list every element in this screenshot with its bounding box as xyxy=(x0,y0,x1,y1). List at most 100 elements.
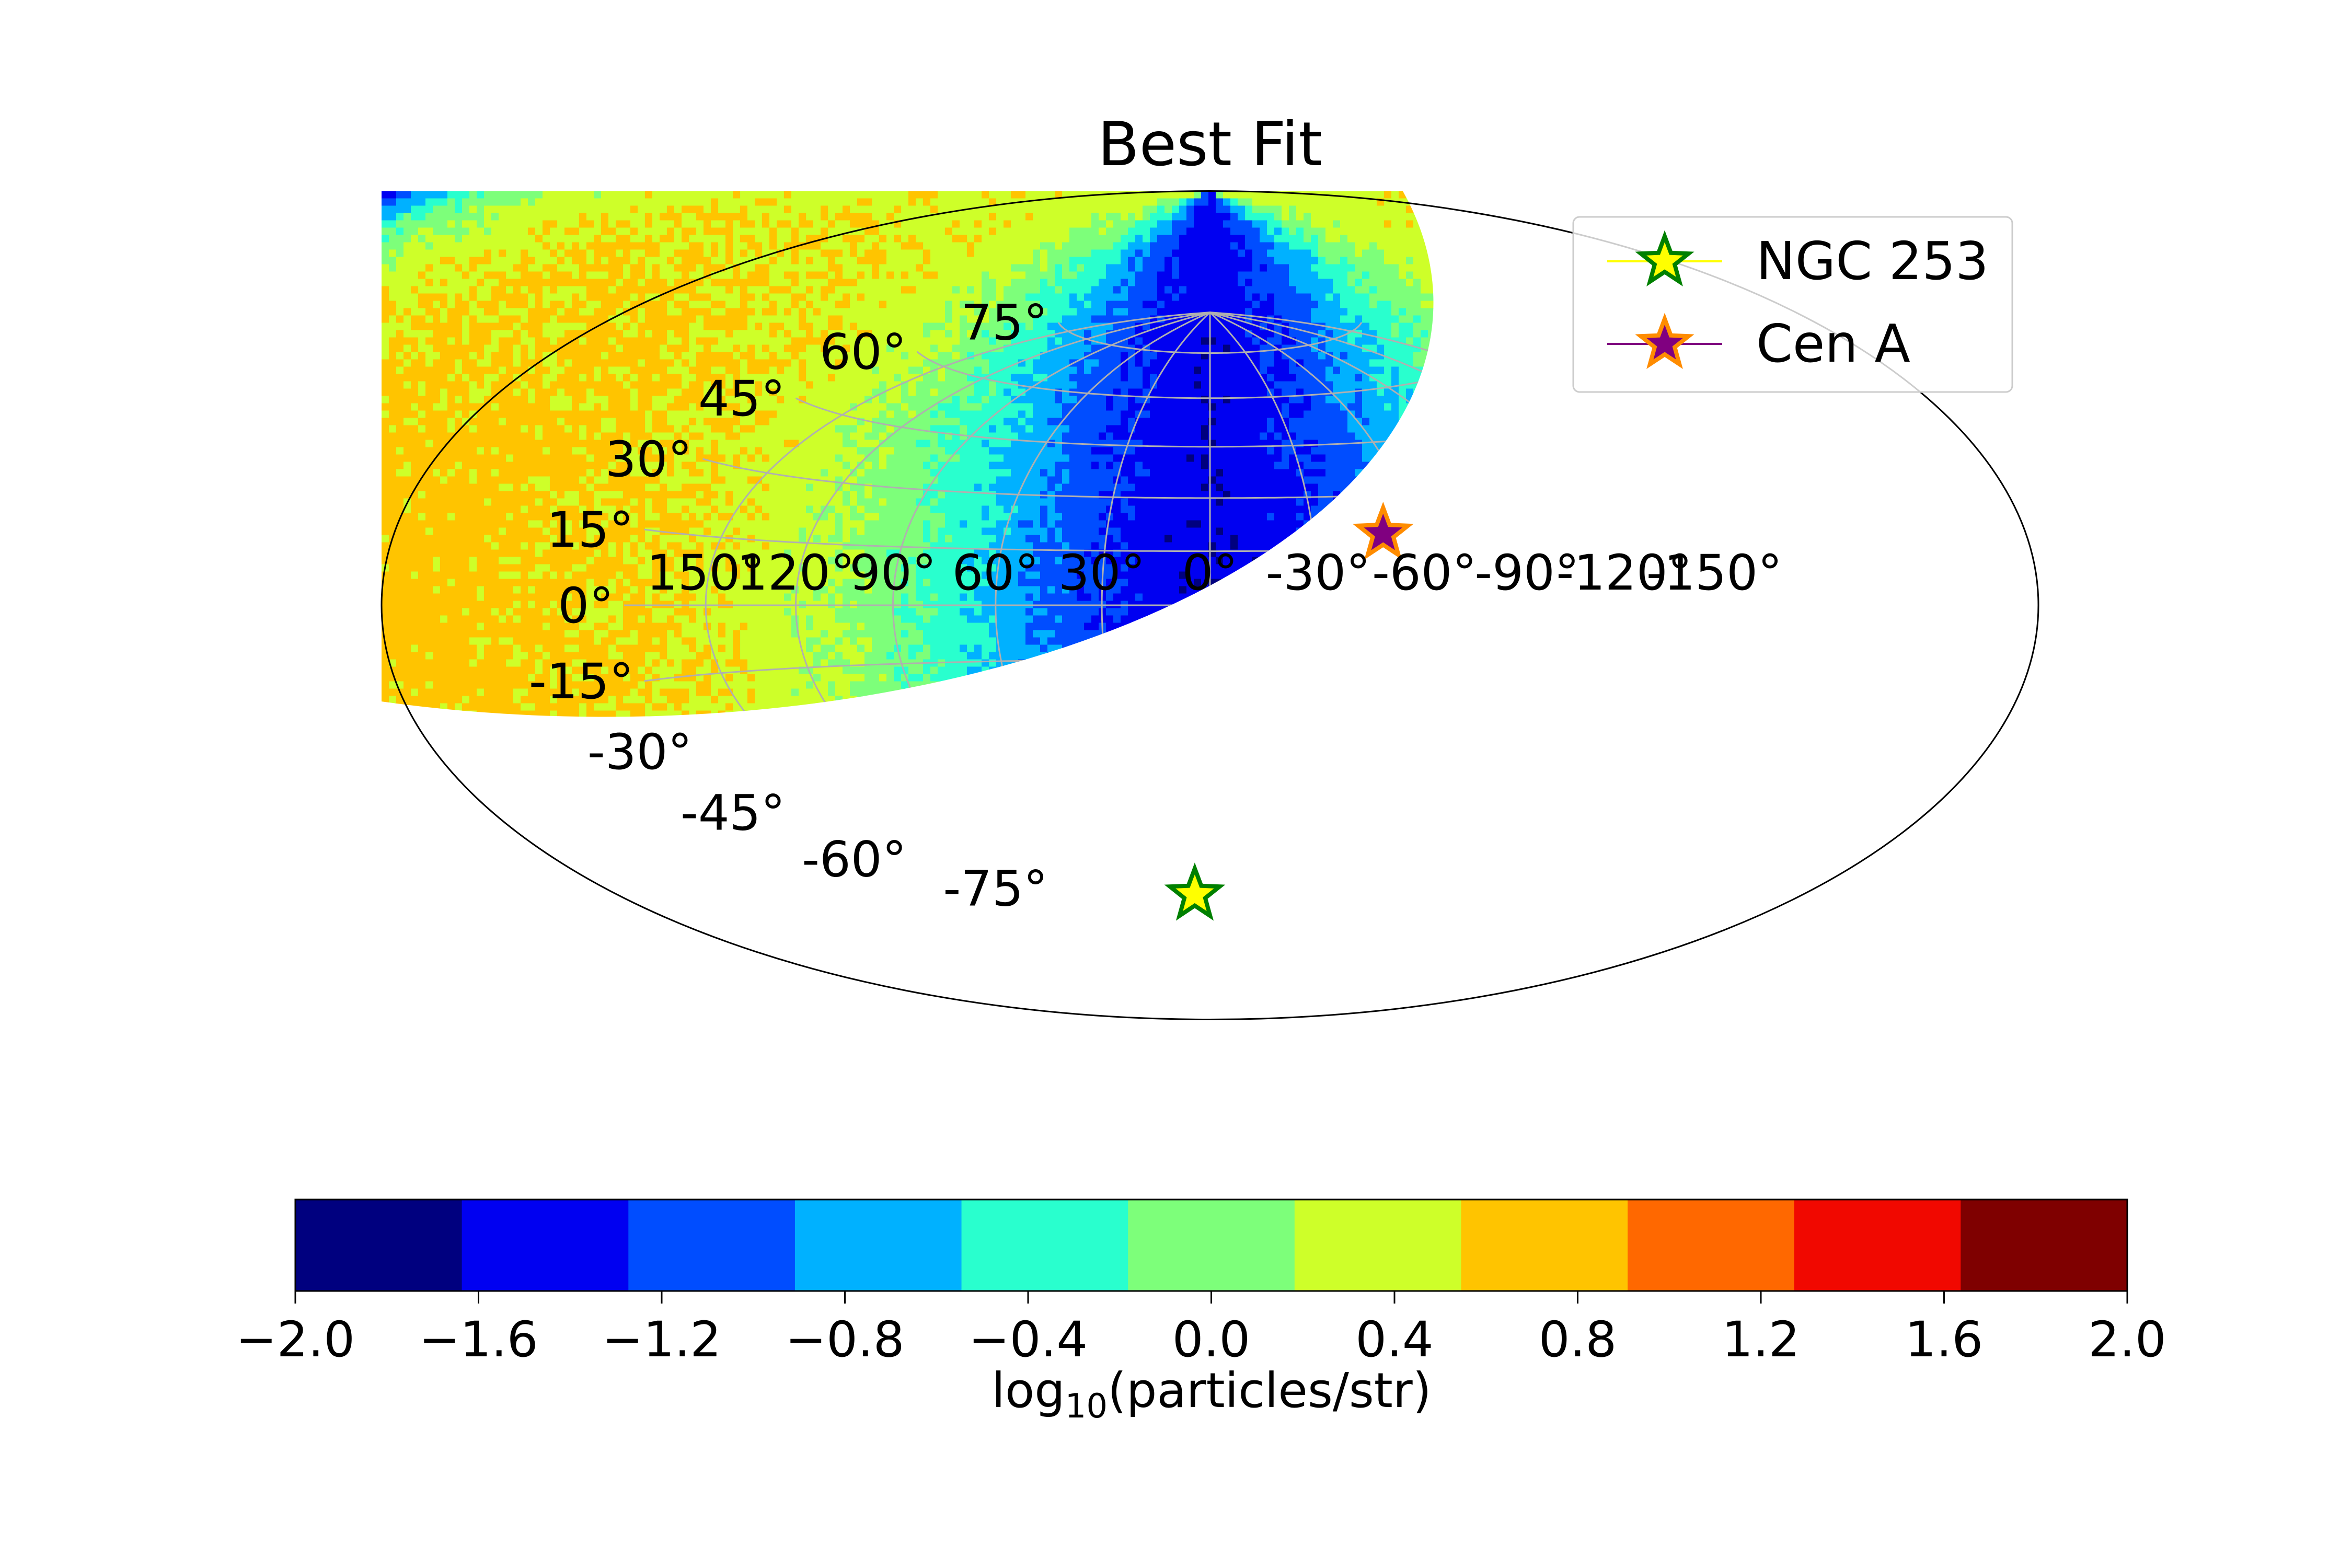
heatmap-cell xyxy=(1091,249,1121,258)
heatmap-cell xyxy=(755,235,770,243)
heatmap-cell xyxy=(1399,630,1434,638)
heatmap-cell xyxy=(535,337,550,345)
heatmap-cell xyxy=(711,476,726,485)
heatmap-cell xyxy=(806,483,814,492)
heatmap-cell xyxy=(1340,257,1348,265)
heatmap-cell xyxy=(674,249,704,258)
heatmap-cell xyxy=(1706,206,1714,214)
heatmap-cell xyxy=(608,601,624,609)
heatmap-cell xyxy=(1743,623,1750,631)
heatmap-cell xyxy=(1596,499,1655,506)
heatmap-cell xyxy=(857,491,865,499)
heatmap-cell xyxy=(1113,652,1304,660)
heatmap-cell xyxy=(1538,403,1546,411)
heatmap-cell xyxy=(2035,389,2039,397)
heatmap-cell xyxy=(733,235,741,243)
heatmap-cell xyxy=(1472,250,1516,258)
heatmap-cell xyxy=(945,322,960,331)
heatmap-cell xyxy=(857,644,865,653)
heatmap-cell xyxy=(835,564,843,572)
heatmap-cell xyxy=(462,396,470,404)
heatmap-cell xyxy=(1947,550,1955,558)
heatmap-cell xyxy=(543,271,550,280)
heatmap-cell xyxy=(1494,506,1502,514)
heatmap-cell xyxy=(1274,447,1282,455)
heatmap-cell xyxy=(638,440,660,448)
heatmap-cell xyxy=(1706,616,1714,624)
heatmap-cell xyxy=(1479,484,1487,492)
heatmap-cell xyxy=(594,366,602,375)
heatmap-cell xyxy=(1816,455,1824,463)
heatmap-cell xyxy=(623,608,653,616)
heatmap-cell xyxy=(850,220,880,228)
heatmap-cell xyxy=(440,301,448,309)
heatmap-cell xyxy=(440,257,455,265)
heatmap-cell xyxy=(389,535,485,543)
heatmap-cell xyxy=(477,593,485,602)
heatmap-cell xyxy=(630,322,638,331)
heatmap-cell xyxy=(843,344,850,353)
heatmap-cell xyxy=(1128,337,1136,345)
heatmap-cell xyxy=(689,330,726,338)
heatmap-cell xyxy=(689,579,828,587)
heatmap-cell xyxy=(1472,360,1480,367)
heatmap-cell xyxy=(1911,418,1933,426)
heatmap-cell xyxy=(652,191,733,199)
heatmap-cell xyxy=(1677,499,1685,506)
heatmap-cell xyxy=(667,659,675,667)
heatmap-cell xyxy=(1252,557,1260,565)
heatmap-cell xyxy=(1867,638,1904,645)
heatmap-cell xyxy=(1289,205,1297,214)
heatmap-cell xyxy=(930,535,938,543)
heatmap-cell xyxy=(1955,550,2014,558)
heatmap-cell xyxy=(1955,396,1985,404)
heatmap-cell xyxy=(557,571,565,580)
heatmap-cell xyxy=(396,425,419,433)
heatmap-cell xyxy=(418,571,499,580)
heatmap-cell xyxy=(1355,498,1363,506)
heatmap-cell xyxy=(1223,557,1253,565)
heatmap-cell xyxy=(1047,535,1055,543)
heatmap-cell xyxy=(1113,644,1194,653)
heatmap-cell xyxy=(1055,520,1106,528)
heatmap-cell xyxy=(652,564,675,572)
heatmap-cell xyxy=(1091,557,1099,565)
heatmap-cell xyxy=(608,579,616,587)
heatmap-cell xyxy=(1238,242,1246,250)
heatmap-cell xyxy=(1106,535,1114,543)
heatmap-cell xyxy=(1735,638,1743,645)
heatmap-cell xyxy=(982,271,989,280)
heatmap-cell xyxy=(1428,447,1434,455)
heatmap-cell xyxy=(440,396,448,404)
heatmap-cell xyxy=(382,388,419,397)
heatmap-cell xyxy=(469,337,492,345)
heatmap-cell xyxy=(1750,469,1758,477)
heatmap-cell xyxy=(594,549,602,558)
heatmap-cell xyxy=(469,322,514,331)
heatmap-cell xyxy=(1355,279,1363,287)
heatmap-cell xyxy=(1033,359,1070,367)
heatmap-cell xyxy=(521,352,528,360)
heatmap-cell xyxy=(1040,257,1048,265)
heatmap-cell xyxy=(1494,374,1524,382)
heatmap-cell xyxy=(777,235,792,243)
heatmap-cell xyxy=(1135,220,1158,228)
heatmap-cell xyxy=(1808,535,1816,543)
heatmap-cell xyxy=(1179,286,1187,294)
heatmap-cell xyxy=(718,337,792,345)
heatmap-cell xyxy=(1772,623,1794,631)
heatmap-cell xyxy=(638,535,645,543)
heatmap-cell xyxy=(667,366,689,375)
heatmap-cell xyxy=(1084,366,1092,375)
heatmap-cell xyxy=(557,374,580,382)
heatmap-cell xyxy=(850,469,858,477)
heatmap-cell xyxy=(1860,535,1875,543)
heatmap-cell xyxy=(1062,615,1092,624)
heatmap-cell xyxy=(594,601,609,609)
heatmap-cell xyxy=(1757,447,1772,455)
heatmap-cell xyxy=(2035,191,2039,199)
heatmap-cell xyxy=(1121,491,1224,499)
heatmap-cell xyxy=(543,659,572,667)
heatmap-cell xyxy=(1962,425,2014,433)
heatmap-cell xyxy=(689,337,697,345)
